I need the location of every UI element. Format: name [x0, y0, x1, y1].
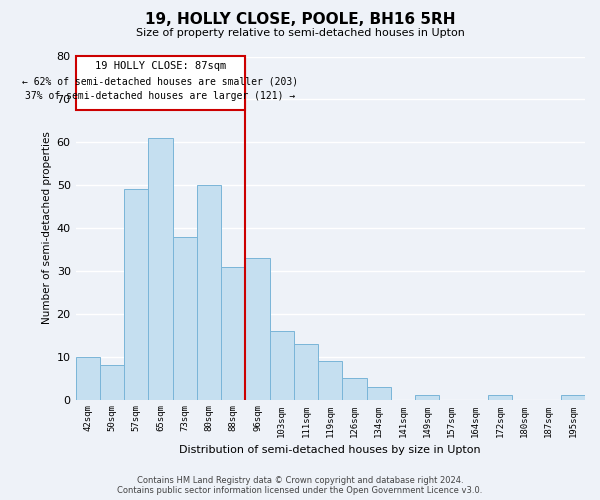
Bar	[343, 378, 367, 400]
Bar	[76, 56, 245, 110]
Bar	[561, 396, 585, 400]
Text: 19, HOLLY CLOSE, POOLE, BH16 5RH: 19, HOLLY CLOSE, POOLE, BH16 5RH	[145, 12, 455, 28]
Bar	[197, 185, 221, 400]
Bar	[221, 266, 245, 400]
Text: 37% of semi-detached houses are larger (121) →: 37% of semi-detached houses are larger (…	[25, 91, 296, 101]
Bar	[318, 361, 343, 400]
Bar	[148, 138, 173, 400]
Text: Contains public sector information licensed under the Open Government Licence v3: Contains public sector information licen…	[118, 486, 482, 495]
Text: Contains HM Land Registry data © Crown copyright and database right 2024.: Contains HM Land Registry data © Crown c…	[137, 476, 463, 485]
Bar	[245, 258, 269, 400]
Bar	[124, 190, 148, 400]
X-axis label: Distribution of semi-detached houses by size in Upton: Distribution of semi-detached houses by …	[179, 445, 481, 455]
Bar	[173, 236, 197, 400]
Bar	[488, 396, 512, 400]
Text: Size of property relative to semi-detached houses in Upton: Size of property relative to semi-detach…	[136, 28, 464, 38]
Text: 19 HOLLY CLOSE: 87sqm: 19 HOLLY CLOSE: 87sqm	[95, 61, 226, 71]
Bar	[367, 386, 391, 400]
Bar	[294, 344, 318, 400]
Text: ← 62% of semi-detached houses are smaller (203): ← 62% of semi-detached houses are smalle…	[22, 76, 299, 86]
Bar	[415, 396, 439, 400]
Bar	[269, 331, 294, 400]
Bar	[100, 365, 124, 400]
Y-axis label: Number of semi-detached properties: Number of semi-detached properties	[43, 132, 52, 324]
Bar	[76, 356, 100, 400]
